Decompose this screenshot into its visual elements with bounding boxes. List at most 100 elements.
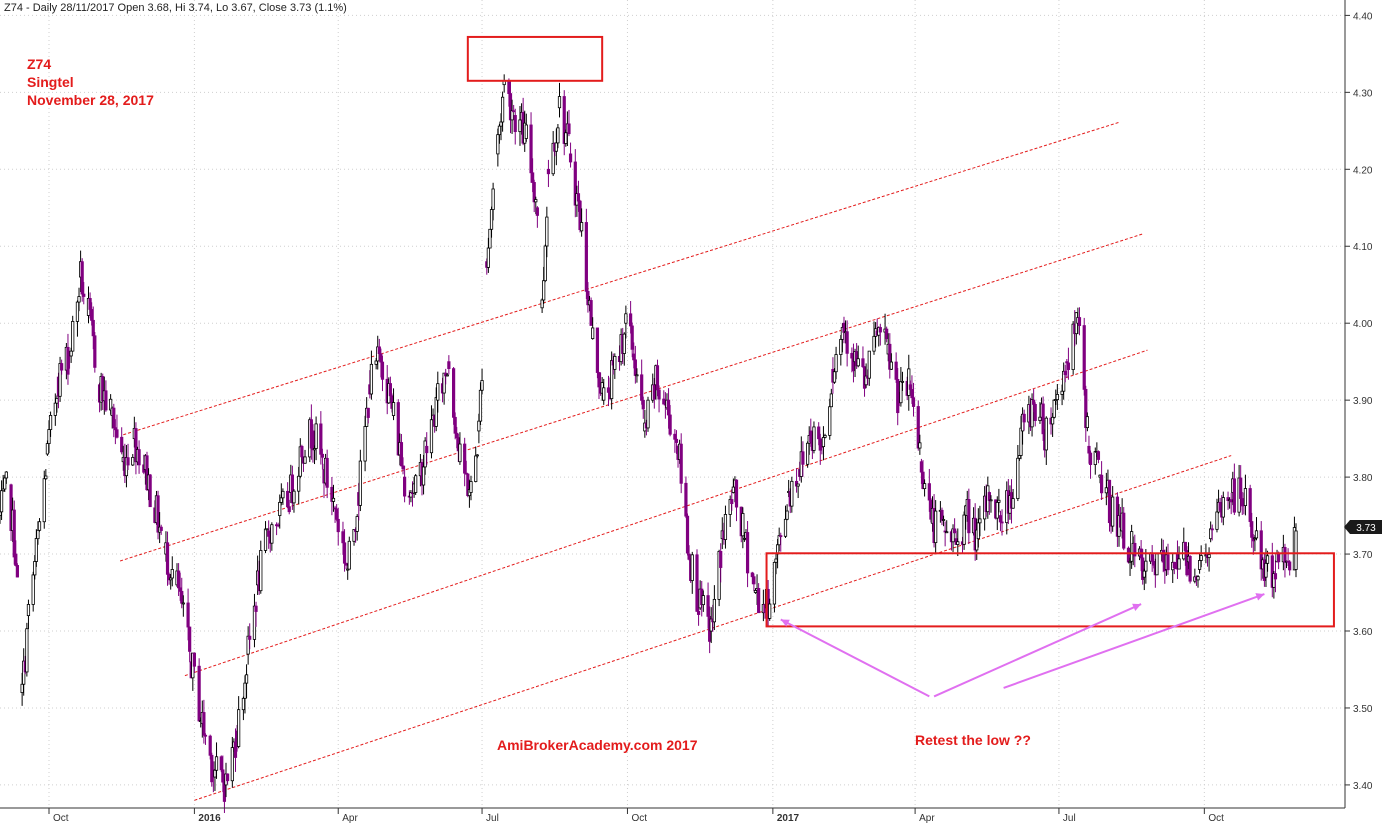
price-body xyxy=(674,438,679,443)
price-body xyxy=(453,416,457,434)
price-body xyxy=(610,360,614,400)
price-body xyxy=(374,360,378,365)
price-body xyxy=(219,756,223,771)
price-body xyxy=(0,490,4,513)
price-body xyxy=(1183,541,1187,551)
price-body xyxy=(176,570,181,589)
price-body xyxy=(26,604,31,617)
price-body xyxy=(1052,399,1056,418)
price-body xyxy=(170,569,174,579)
price-body xyxy=(967,499,971,534)
chart-grid xyxy=(0,0,1345,808)
price-body xyxy=(1265,555,1270,564)
x-tick-label: Oct xyxy=(1208,813,1224,824)
y-tick-label: 3.80 xyxy=(1353,473,1373,484)
price-body xyxy=(899,381,903,404)
price-body xyxy=(706,595,710,617)
price-body xyxy=(809,430,813,443)
axes-layer: 3.40 3.50 3.60 3.70 3.80 3.90 4.00 4.10 4.20 4.30… xyxy=(0,0,1373,824)
price-body xyxy=(945,531,949,534)
price-body xyxy=(115,429,119,438)
price-body xyxy=(82,293,86,297)
price-body xyxy=(1172,561,1176,569)
price-body xyxy=(477,420,481,432)
price-body xyxy=(640,374,644,401)
price-body xyxy=(202,712,206,736)
box-layer xyxy=(466,35,1335,628)
price-body xyxy=(976,522,980,540)
price-body xyxy=(1254,530,1259,539)
price-body xyxy=(624,313,628,324)
price-body xyxy=(673,433,677,440)
price-body xyxy=(80,261,84,295)
price-body xyxy=(701,595,705,606)
price-body xyxy=(281,490,285,499)
price-body xyxy=(535,207,539,216)
price-body xyxy=(1022,413,1026,423)
price-body xyxy=(1264,562,1268,578)
arrow-shaft xyxy=(1003,593,1265,689)
price-body xyxy=(1077,317,1082,326)
price-body xyxy=(657,389,661,400)
price-body xyxy=(564,132,568,144)
last-price-tag: 3.73 xyxy=(1344,520,1382,534)
price-body xyxy=(633,359,637,376)
price-body xyxy=(1100,474,1104,494)
price-body xyxy=(885,328,889,340)
price-body xyxy=(336,518,340,533)
date-annotation: November 28, 2017 xyxy=(27,92,154,108)
price-body xyxy=(987,492,991,501)
price-body xyxy=(423,440,427,468)
price-body xyxy=(845,331,849,354)
price-body xyxy=(962,514,966,545)
y-tick-label: 4.30 xyxy=(1353,88,1373,99)
price-body xyxy=(203,734,208,737)
price-body xyxy=(545,216,549,247)
price-body xyxy=(434,397,438,427)
price-body xyxy=(1209,528,1213,540)
price-body xyxy=(668,414,672,435)
price-body xyxy=(1016,457,1020,500)
price-body xyxy=(834,354,838,373)
price-body xyxy=(622,333,626,354)
price-body xyxy=(1093,451,1097,465)
price-body xyxy=(889,361,893,370)
price-body xyxy=(42,478,46,523)
price-body xyxy=(36,529,40,540)
price-body xyxy=(1197,560,1202,570)
price-body xyxy=(276,524,280,527)
price-body xyxy=(817,426,821,440)
price-body xyxy=(221,769,225,783)
price-body xyxy=(518,119,522,133)
price-body xyxy=(499,121,503,127)
price-body xyxy=(244,674,249,684)
price-body xyxy=(1215,511,1219,530)
price-body xyxy=(1232,478,1236,513)
price-body xyxy=(355,516,359,532)
x-tick-label: 2016 xyxy=(198,813,221,824)
price-body xyxy=(580,222,584,232)
price-body xyxy=(745,532,750,574)
price-body xyxy=(181,602,185,605)
price-body xyxy=(358,460,362,506)
price-body xyxy=(632,353,636,361)
price-body xyxy=(750,572,754,578)
price-body xyxy=(543,245,547,282)
price-body xyxy=(34,537,38,562)
price-body xyxy=(785,510,789,520)
price-body xyxy=(91,319,95,337)
price-body xyxy=(25,628,29,673)
price-body xyxy=(801,451,805,465)
price-body xyxy=(12,509,16,558)
last-price-label: 3.73 xyxy=(1356,523,1376,534)
price-body xyxy=(497,125,502,136)
price-body xyxy=(311,430,315,451)
price-body xyxy=(1277,553,1281,563)
price-body xyxy=(832,371,837,383)
price-body xyxy=(1063,370,1067,375)
price-body xyxy=(342,542,347,564)
price-body xyxy=(998,515,1003,523)
x-tick-label: Jul xyxy=(486,813,499,824)
price-body xyxy=(254,605,258,612)
